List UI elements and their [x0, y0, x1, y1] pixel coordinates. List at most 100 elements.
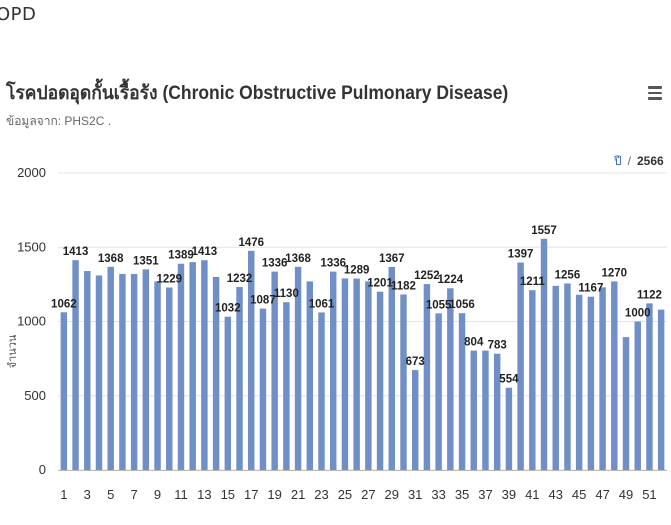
data-label: 1122	[637, 289, 662, 301]
bar	[60, 312, 68, 470]
x-tick-label: 7	[131, 487, 138, 502]
data-label: 783	[488, 340, 507, 352]
bar	[224, 316, 232, 470]
data-label: 1368	[98, 253, 124, 265]
bar	[130, 273, 138, 470]
bar	[72, 260, 79, 470]
bar	[435, 313, 442, 470]
data-label: 1130	[274, 288, 299, 300]
data-label: 1336	[320, 258, 346, 270]
x-tick-label: 27	[361, 487, 375, 502]
data-label: 1389	[168, 250, 194, 262]
bar	[248, 250, 255, 470]
x-tick-label: 33	[431, 487, 445, 502]
y-tick-label: 0	[39, 462, 46, 477]
bar	[447, 288, 454, 470]
bar	[271, 271, 278, 470]
x-tick-label: 15	[221, 487, 235, 502]
x-tick-label: 31	[408, 487, 422, 502]
bar	[540, 238, 548, 470]
bar	[119, 273, 126, 470]
data-label: 1368	[285, 253, 311, 265]
bar	[599, 287, 606, 470]
data-label: 673	[406, 356, 425, 368]
y-tick-label: 1000	[17, 314, 46, 329]
bar	[400, 294, 407, 470]
bar	[294, 266, 302, 470]
y-tick-label: 2000	[17, 165, 46, 180]
data-label: 1367	[379, 253, 405, 265]
data-label: 1397	[508, 249, 534, 261]
data-label: 554	[499, 374, 519, 386]
x-tick-label: 49	[619, 487, 633, 502]
x-tick-label: 9	[154, 487, 161, 502]
y-tick-label: 1500	[17, 239, 46, 254]
x-tick-label: 29	[385, 487, 399, 502]
x-tick-label: 35	[455, 487, 469, 502]
menu-line	[648, 97, 662, 100]
bars-layer	[60, 238, 665, 470]
bar	[517, 262, 524, 470]
data-label: 1056	[449, 299, 475, 311]
chart-title: โรคปอดอุดกั้นเรื้อรัง (Chronic Obstructi…	[6, 83, 509, 104]
bar	[166, 287, 173, 470]
year-value: 2566	[636, 154, 664, 168]
x-tick-label: 51	[642, 487, 656, 502]
bar	[283, 302, 290, 470]
bar	[201, 260, 208, 470]
bar	[259, 308, 267, 470]
data-label: 1413	[63, 246, 89, 258]
year-selector[interactable]: ปี / 2566	[614, 152, 664, 171]
bar	[365, 281, 372, 470]
data-label: 1557	[531, 225, 557, 237]
data-label: 1224	[438, 274, 464, 286]
data-label: 804	[464, 337, 484, 349]
bar	[95, 275, 103, 470]
data-label: 1351	[133, 255, 159, 267]
bar	[341, 278, 349, 470]
year-separator: /	[627, 154, 631, 168]
bar	[330, 271, 337, 470]
y-tick-label: 500	[24, 388, 46, 403]
bar	[564, 283, 571, 470]
x-tick-label: 37	[478, 487, 492, 502]
x-tick-label: 13	[197, 487, 211, 502]
bar	[552, 285, 559, 470]
data-label: 1270	[602, 267, 628, 279]
menu-line	[648, 91, 662, 95]
data-label: 1062	[51, 298, 77, 310]
x-tick-label: 45	[572, 487, 586, 502]
data-label: 1476	[238, 237, 264, 249]
x-tick-label: 23	[314, 487, 328, 502]
bar	[646, 303, 653, 470]
x-tick-label: 21	[291, 487, 305, 502]
bar	[611, 281, 618, 470]
bar	[142, 269, 150, 470]
x-tick-label: 19	[267, 487, 281, 502]
data-label: 1055	[426, 299, 452, 311]
data-label: 1211	[520, 276, 546, 288]
bar	[587, 296, 595, 470]
x-tick-label: 41	[525, 487, 539, 502]
bar	[529, 290, 536, 470]
bar	[423, 284, 431, 470]
bar	[154, 281, 161, 470]
bar	[482, 350, 489, 470]
x-tick-label: 1	[60, 487, 67, 502]
data-label: 1232	[227, 273, 253, 285]
x-tick-label: 47	[595, 487, 609, 502]
data-label: 1201	[367, 278, 393, 290]
data-label: 1032	[215, 303, 241, 315]
data-label: 1182	[391, 280, 416, 292]
hamburger-menu-icon[interactable]	[648, 86, 662, 100]
menu-line	[648, 86, 662, 89]
bar	[493, 353, 501, 470]
x-tick-label: 25	[338, 487, 352, 502]
bar	[458, 313, 466, 470]
bar	[411, 370, 419, 470]
bar	[189, 262, 196, 470]
data-label: 1289	[344, 265, 370, 277]
